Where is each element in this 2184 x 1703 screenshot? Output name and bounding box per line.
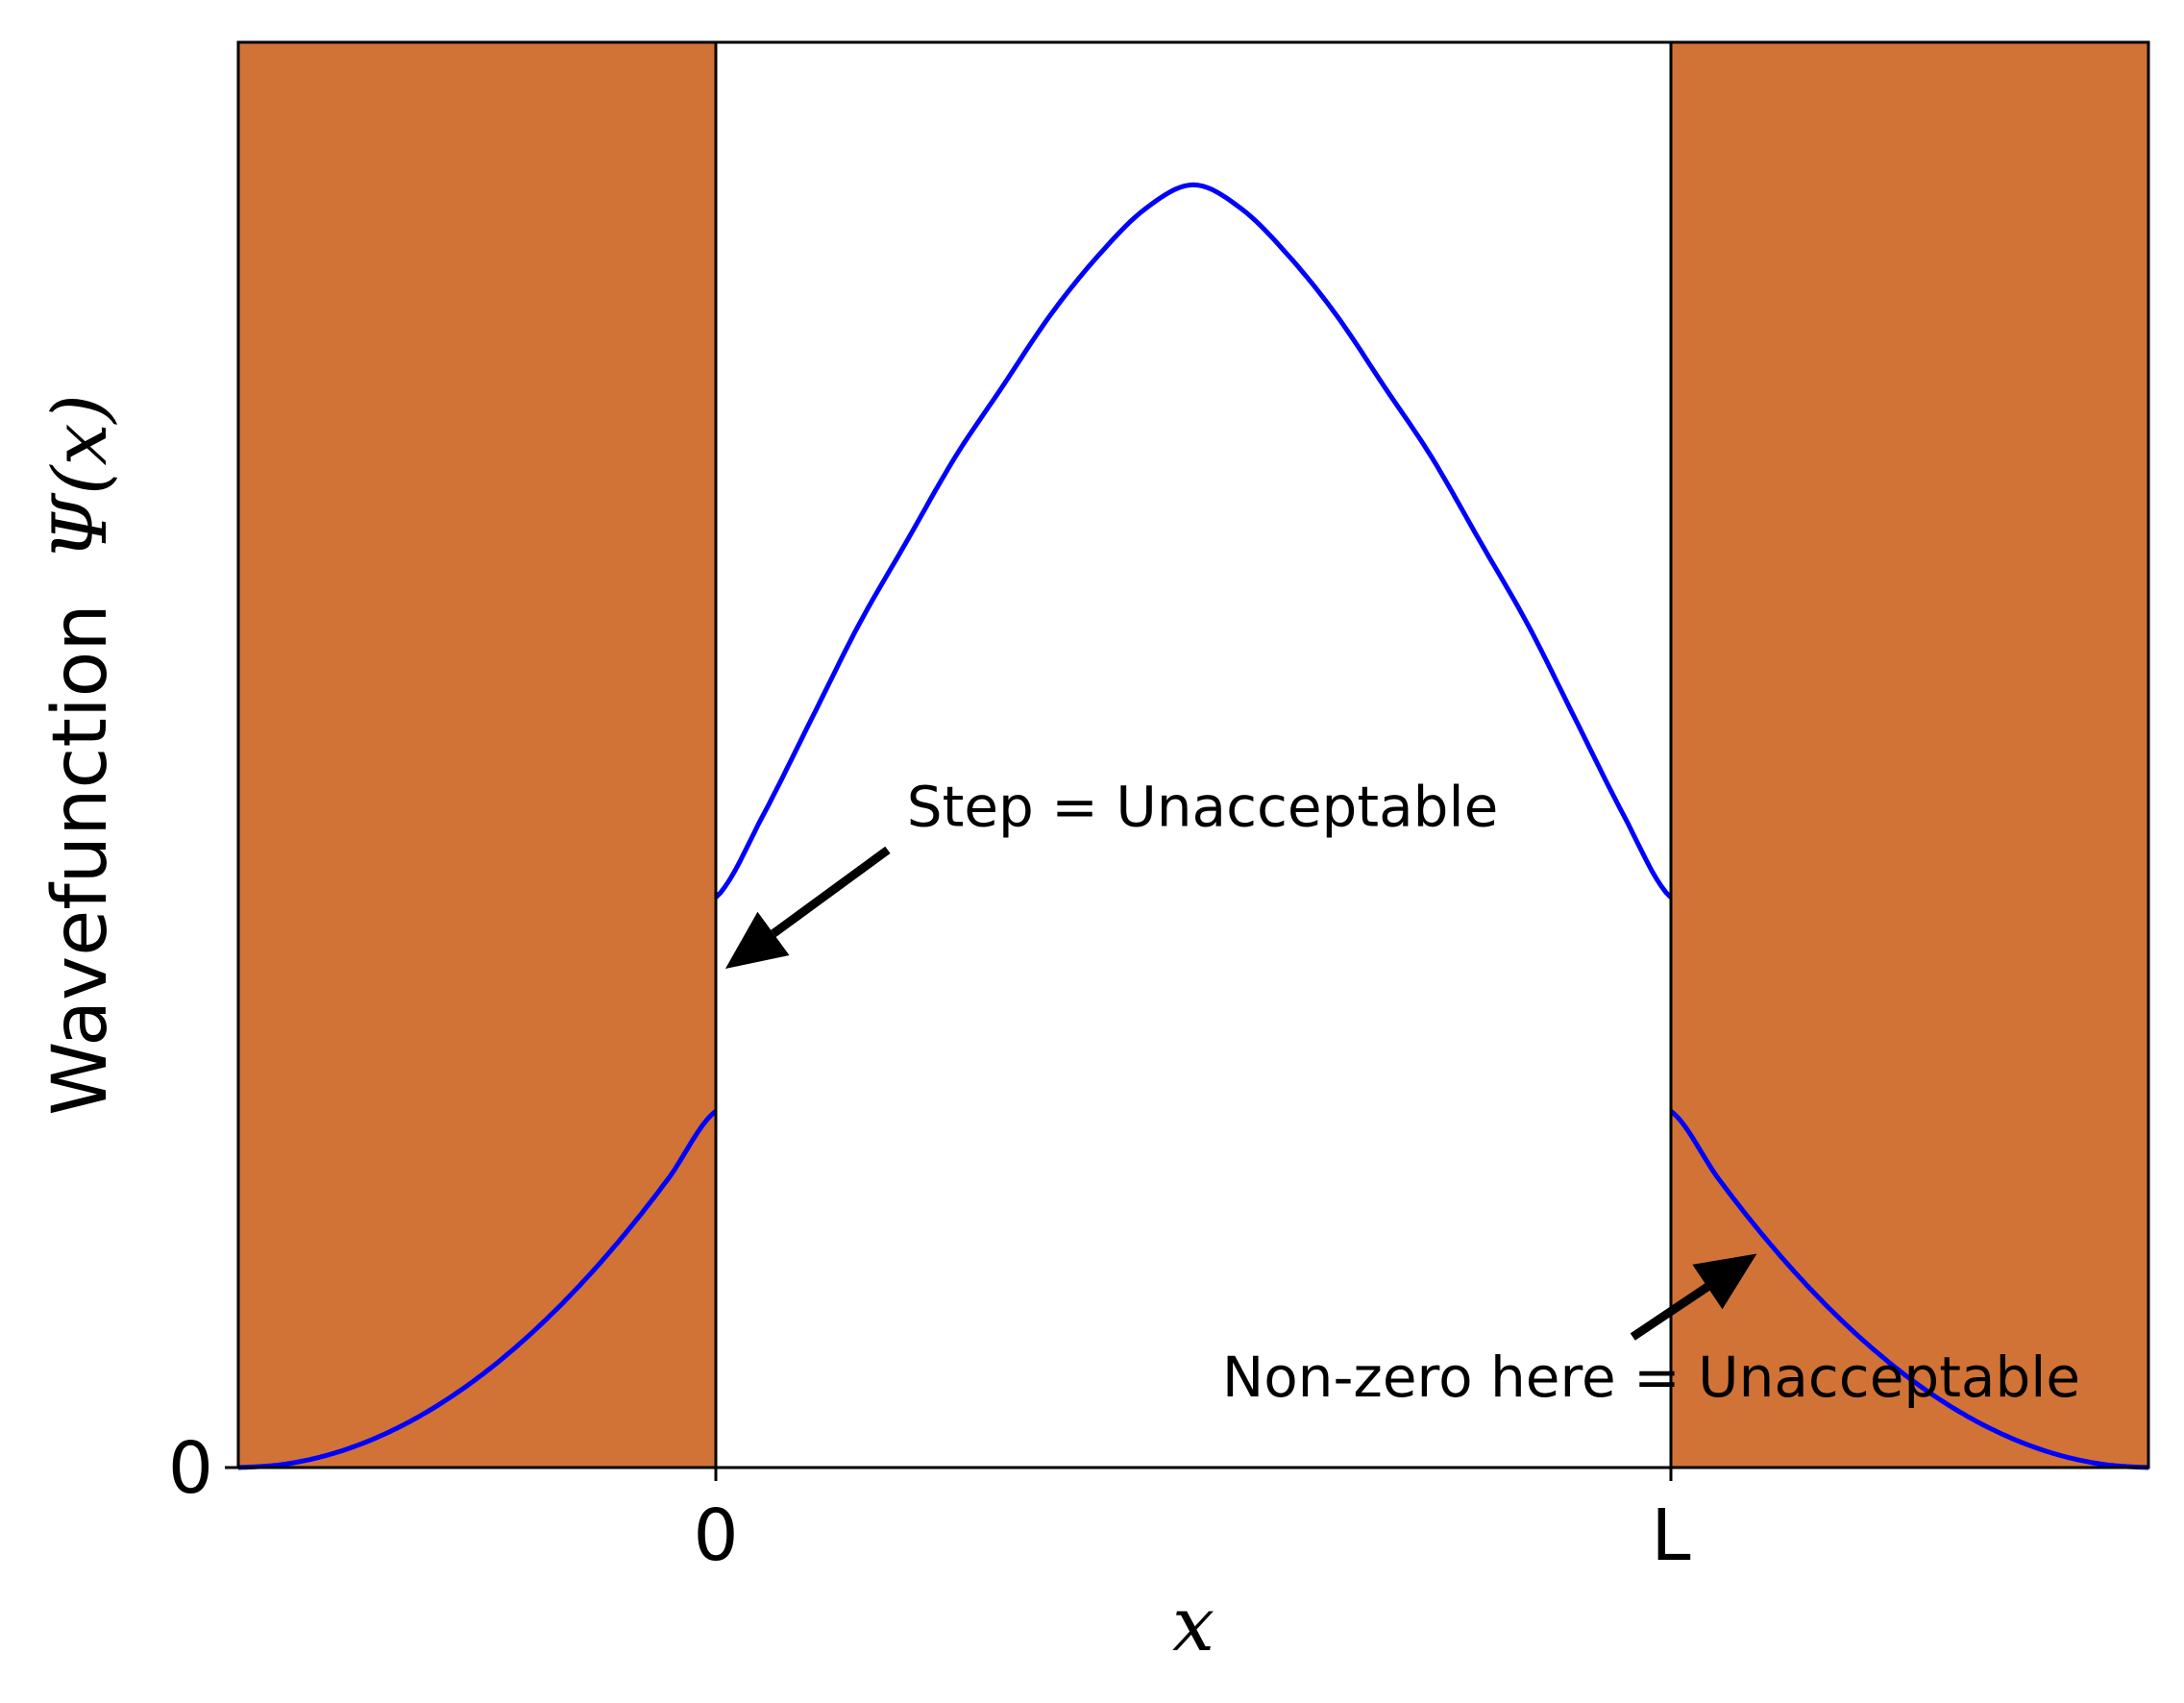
x-tick-label: L [1651,1494,1690,1577]
y-tick-label: 0 [168,1427,213,1510]
y-axis-label-text: Wavefunction [37,604,124,1116]
y-axis-label: Wavefunction Ψ(x) [37,394,124,1116]
plot-frame [236,40,2150,1469]
annotation-nonzero-arrow-shaft [1630,1283,1710,1341]
annotation-step-arrow-shaft [771,846,891,937]
axis-ticks: 0 L 0 [168,1427,1691,1577]
annotations: Step = Unacceptable Non-zero here = Unacc… [724,775,2080,1410]
x-tick-label: 0 [693,1494,738,1577]
wavefunction-curves [237,182,2149,1470]
left-barrier-region [238,42,716,1468]
right-barrier-region [1671,42,2148,1468]
curve-inside [714,182,1673,900]
curve-right-tail [1669,1109,2149,1470]
barrier-regions [238,42,2148,1468]
curve-left-tail [237,1109,718,1470]
x-axis-label: x [1172,1582,1215,1668]
annotation-nonzero-arrow-head [1692,1253,1757,1310]
annotation-step-text: Step = Unacceptable [907,775,1498,840]
svg-text:Wavefunction Ψ(x): Wavefunction Ψ(x) [37,394,124,1116]
annotation-step-arrow-head [724,911,790,969]
annotation-nonzero-text: Non-zero here = Unacceptable [1222,1345,2080,1410]
well-boundaries [714,42,1673,1468]
y-axis-label-math: Ψ(x) [37,394,124,560]
